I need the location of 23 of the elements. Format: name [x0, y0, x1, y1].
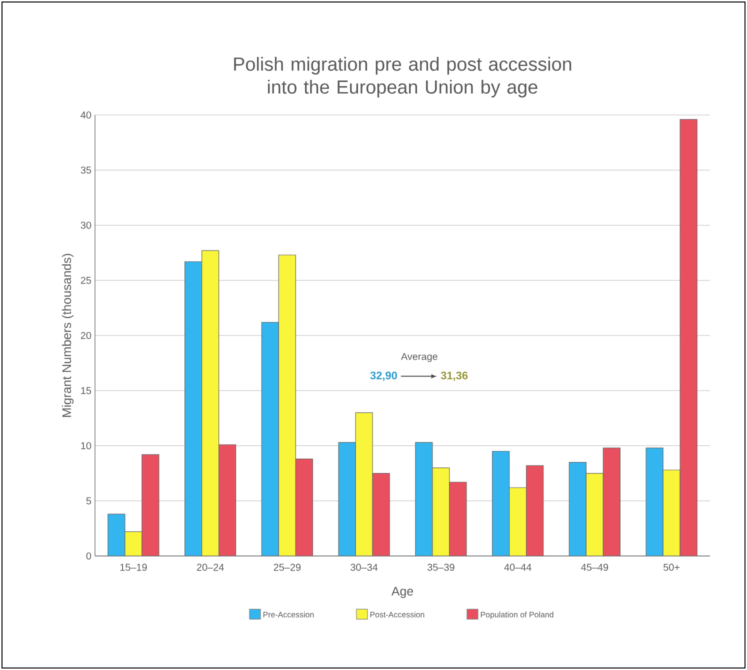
- x-tick-label: 45–49: [581, 564, 608, 571]
- y-tick-label: 15: [81, 387, 92, 394]
- x-tick-label: 30–34: [350, 564, 378, 571]
- x-tick-label: 40–44: [504, 564, 532, 571]
- chart-title: Polish migration pre and post accession into the European Union by age: [234, 56, 572, 98]
- x-tick-label: 50+: [664, 564, 680, 571]
- y-tick-label: 35: [80, 166, 92, 174]
- annotation: 32,90: [370, 372, 397, 381]
- x-tick-label: 35–39: [427, 564, 454, 571]
- y-tick-label: 0: [86, 552, 92, 560]
- y-tick-label: 10: [81, 442, 92, 450]
- y-axis-title: Migrant Numbers (thousands): [62, 254, 74, 417]
- x-tick-label: 15–19: [120, 564, 147, 571]
- x-tick-label: 20–24: [196, 564, 224, 571]
- y-tick-label: 30: [80, 222, 92, 229]
- x-tick-label: 25–29: [274, 564, 301, 571]
- y-tick-label: 5: [86, 497, 92, 504]
- y-tick-label: 25: [80, 276, 92, 284]
- y-tick-label: 40: [80, 111, 92, 119]
- y-tick-label: 20: [80, 332, 92, 340]
- x-axis-title: Age: [391, 586, 414, 598]
- annotation: Average: [400, 353, 438, 362]
- annotation: 31,36: [440, 372, 468, 381]
